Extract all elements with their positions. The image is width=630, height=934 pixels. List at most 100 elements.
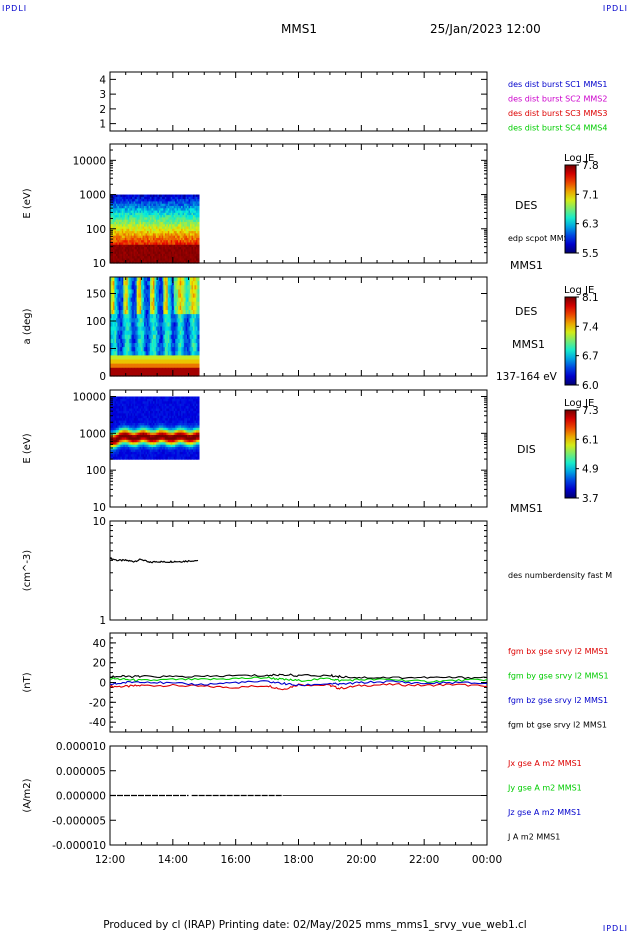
heatmap-cell — [147, 406, 150, 410]
heatmap-cell — [164, 326, 167, 332]
heatmap-cell — [190, 240, 193, 244]
heatmap-cell — [151, 322, 154, 328]
heatmap-cell — [118, 410, 121, 414]
heatmap-cell — [178, 442, 181, 446]
heatmap-cell — [169, 212, 172, 216]
heatmap-cell — [138, 221, 141, 225]
heatmap-cell — [154, 442, 157, 446]
heatmap-cell — [167, 444, 170, 448]
heatmap-cell — [139, 247, 142, 250]
heatmap-cell — [123, 301, 126, 307]
heatmap-cell — [167, 363, 170, 369]
heatmap-cell — [141, 244, 144, 248]
heatmap-cell — [182, 205, 185, 209]
heatmap-cell — [184, 247, 187, 250]
heatmap-cell — [135, 406, 138, 410]
heatmap-cell — [144, 244, 147, 248]
heatmap-cell — [152, 301, 156, 307]
heatmap-cell — [121, 334, 124, 340]
heatmap-cell — [117, 430, 120, 434]
heatmap-cell — [144, 449, 147, 453]
heatmap-cell — [164, 285, 167, 290]
heatmap-cell — [145, 210, 148, 214]
heatmap-cell — [184, 449, 187, 453]
heatmap-cell — [115, 314, 119, 319]
heatmap-cell — [147, 359, 150, 365]
heatmap-cell — [148, 447, 151, 451]
heatmap-cell — [172, 210, 175, 214]
heatmap-cell — [195, 196, 199, 200]
heatmap-cell — [160, 451, 163, 455]
heatmap-cell — [187, 233, 190, 237]
heatmap-cell — [118, 260, 121, 264]
heatmap-cell — [181, 226, 184, 230]
heatmap-cell — [176, 371, 179, 377]
heatmap-cell — [132, 398, 135, 402]
heatmap-cell — [132, 253, 135, 257]
heatmap-cell — [114, 442, 117, 446]
heatmap-cell — [169, 249, 172, 253]
heatmap-cell — [187, 281, 190, 286]
heatmap-cell — [167, 442, 170, 446]
heatmap-cell — [120, 305, 123, 311]
heatmap-cell — [197, 301, 200, 307]
heatmap-cell — [142, 224, 145, 228]
heatmap-cell — [111, 355, 114, 361]
heatmap-cell — [142, 418, 145, 422]
heatmap-cell — [126, 242, 129, 246]
heatmap-cell — [191, 425, 194, 429]
heatmap-cell — [173, 437, 176, 441]
heatmap-cell — [133, 289, 136, 295]
heatmap-cell — [164, 334, 167, 340]
heatmap-cell — [170, 322, 173, 328]
heatmap-cell — [161, 205, 164, 209]
heatmap-cell — [163, 425, 166, 429]
heatmap-cell — [138, 422, 141, 426]
heatmap-cell — [147, 408, 150, 412]
heatmap-cell — [120, 437, 123, 441]
heatmap-cell — [166, 228, 169, 232]
heatmap-cell — [120, 310, 123, 315]
heatmap-cell — [121, 293, 124, 299]
heatmap-cell — [184, 277, 187, 282]
heatmap-cell — [152, 196, 156, 200]
heatmap-cell — [148, 277, 151, 282]
heatmap-cell — [123, 242, 126, 246]
heatmap-cell — [138, 437, 141, 441]
heatmap-cell — [178, 439, 181, 443]
heatmap-cell — [139, 363, 142, 369]
heatmap-cell — [117, 258, 120, 262]
heatmap-cell — [150, 398, 153, 402]
heatmap-cell — [145, 281, 148, 286]
heatmap-cell — [184, 371, 187, 377]
heatmap-cell — [121, 425, 124, 429]
heatmap-cell — [151, 231, 154, 234]
heatmap-cell — [188, 430, 191, 434]
heatmap-cell — [178, 314, 181, 319]
energy-range-label: 137-164 eV — [496, 371, 558, 383]
heatmap-cell — [112, 256, 116, 260]
heatmap-cell — [169, 215, 172, 218]
heatmap-cell — [173, 454, 176, 458]
heatmap-cell — [121, 420, 124, 424]
heatmap-cell — [145, 256, 148, 260]
heatmap-cell — [141, 415, 144, 419]
heatmap-cell — [123, 208, 126, 212]
heatmap-cell — [154, 253, 157, 257]
heatmap-cell — [142, 289, 145, 295]
heatmap-cell — [158, 398, 161, 402]
heatmap-cell — [126, 403, 129, 407]
heatmap-cell — [145, 199, 148, 202]
heatmap-cell — [182, 449, 185, 453]
heatmap-cell — [132, 355, 135, 361]
heatmap-cell — [163, 219, 166, 223]
heatmap-cell — [114, 247, 117, 250]
heatmap-cell — [170, 398, 173, 402]
heatmap-cell — [184, 235, 187, 239]
heatmap-cell — [187, 310, 190, 315]
heatmap-cell — [175, 435, 178, 439]
heatmap-cell — [169, 258, 172, 262]
heatmap-cell — [185, 326, 188, 332]
heatmap-cell — [175, 242, 178, 246]
heatmap-cell — [161, 347, 164, 352]
